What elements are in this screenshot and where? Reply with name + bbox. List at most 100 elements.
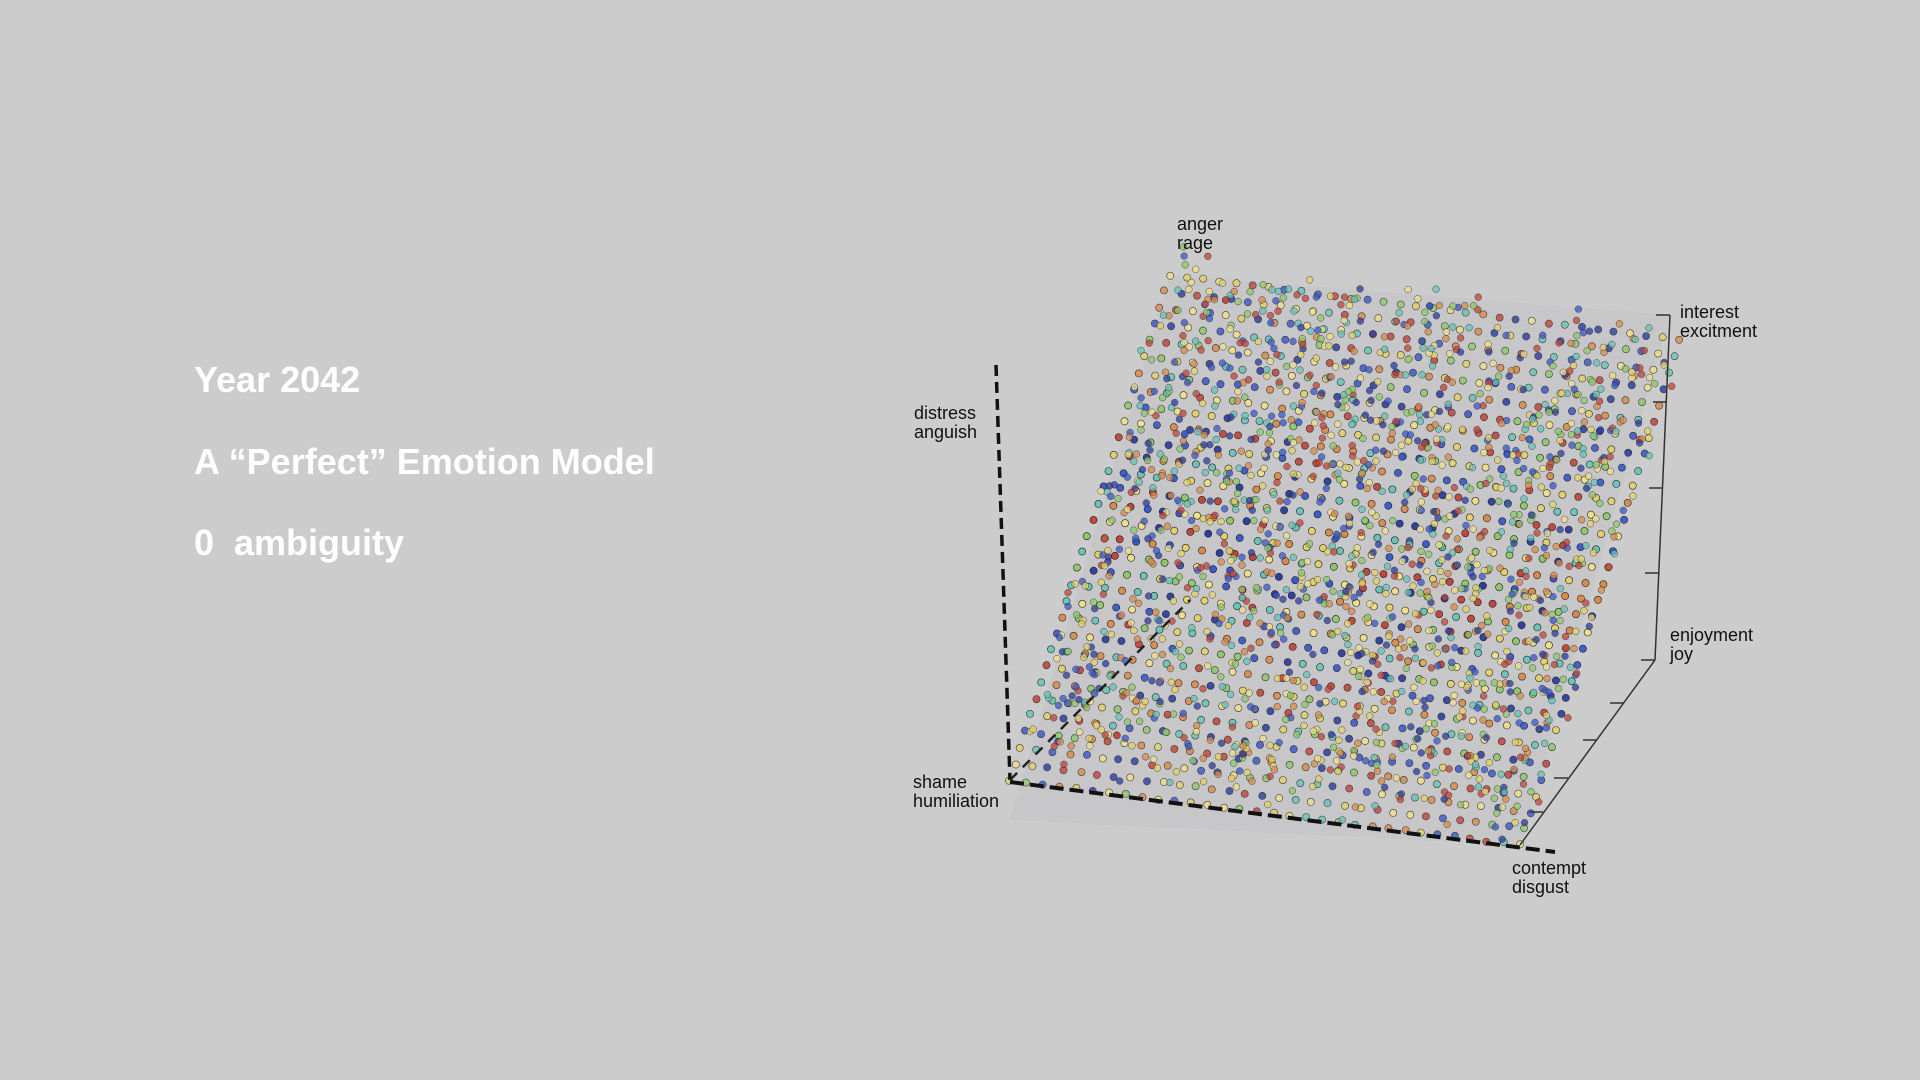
emotion-point (1404, 344, 1412, 352)
emotion-point (1495, 313, 1504, 322)
emotion-point (1631, 335, 1639, 344)
emotion-point (1348, 420, 1356, 429)
emotion-point (1318, 389, 1326, 397)
emotion-point (1423, 587, 1431, 596)
emotion-point (1273, 350, 1281, 359)
emotion-point (1301, 700, 1309, 709)
emotion-point (1453, 561, 1461, 569)
emotion-point (1469, 573, 1477, 581)
emotion-point (1400, 505, 1409, 513)
emotion-point (1411, 654, 1419, 662)
emotion-point (1170, 467, 1179, 475)
emotion-point (1391, 448, 1400, 457)
emotion-point (1475, 775, 1484, 783)
emotion-point (1565, 576, 1573, 585)
emotion-point (1323, 799, 1332, 807)
emotion-point (1206, 518, 1214, 526)
emotion-point (1449, 302, 1457, 310)
emotion-point (1471, 547, 1480, 556)
emotion-point (1260, 464, 1268, 472)
emotion-point (1160, 286, 1168, 295)
emotion-point (1461, 308, 1470, 317)
emotion-point (1545, 463, 1554, 472)
emotion-point (1179, 409, 1187, 417)
emotion-point (1491, 431, 1500, 440)
emotion-point (1210, 386, 1219, 394)
emotion-point (1192, 265, 1200, 273)
emotion-point (1390, 566, 1399, 574)
emotion-point (1558, 389, 1566, 397)
emotion-point (1466, 784, 1475, 793)
emotion-point (1058, 664, 1066, 673)
emotion-point (1402, 491, 1411, 499)
emotion-point (1283, 498, 1291, 506)
emotion-point (1345, 519, 1354, 528)
emotion-point (1356, 481, 1365, 490)
emotion-point (1234, 388, 1242, 396)
emotion-point (1047, 645, 1055, 654)
emotion-point (1417, 506, 1425, 515)
emotion-point (1122, 689, 1131, 697)
emotion-point (1546, 453, 1554, 461)
emotion-point (1495, 583, 1504, 592)
emotion-point (1312, 293, 1321, 301)
emotion-point (1215, 549, 1224, 557)
emotion-point (1508, 433, 1516, 442)
emotion-point (1636, 364, 1644, 372)
emotion-point (1144, 617, 1152, 625)
emotion-point (1397, 635, 1405, 643)
emotion-point (1159, 311, 1168, 319)
emotion-point (1227, 413, 1235, 421)
emotion-point (1511, 315, 1520, 324)
emotion-point (1462, 521, 1470, 530)
emotion-point (1064, 647, 1072, 656)
emotion-point (1197, 766, 1205, 775)
emotion-point (1150, 641, 1159, 649)
emotion-point (1446, 680, 1455, 688)
emotion-point (1226, 325, 1234, 333)
emotion-point (1179, 709, 1187, 718)
emotion-point (1353, 702, 1362, 711)
emotion-point (1259, 482, 1267, 490)
emotion-point (1336, 749, 1344, 758)
emotion-point (1606, 395, 1615, 404)
emotion-point (1361, 411, 1369, 419)
emotion-point (1266, 385, 1274, 394)
emotion-point (1290, 307, 1298, 315)
emotion-point (1093, 771, 1101, 779)
emotion-point (1172, 429, 1180, 437)
emotion-point (1183, 273, 1192, 282)
emotion-point (1123, 718, 1132, 726)
emotion-point (1305, 276, 1314, 284)
emotion-point (1621, 396, 1630, 405)
emotion-point (1462, 359, 1471, 368)
emotion-point (1205, 314, 1214, 323)
emotion-point (1181, 261, 1189, 269)
emotion-point (1578, 374, 1587, 383)
emotion-point (1228, 749, 1237, 757)
emotion-point (1375, 585, 1384, 594)
emotion-point (1497, 528, 1506, 536)
emotion-point (1250, 383, 1259, 391)
emotion-point (1152, 710, 1160, 719)
emotion-point (1526, 603, 1534, 612)
emotion-point (1072, 665, 1080, 673)
emotion-point (1594, 595, 1602, 604)
emotion-point (1397, 402, 1406, 411)
emotion-point (1366, 712, 1374, 720)
emotion-point (1105, 572, 1113, 580)
emotion-point (1572, 627, 1580, 635)
emotion-point (1090, 650, 1098, 658)
emotion-point (1378, 487, 1386, 495)
emotion-point (1060, 760, 1068, 768)
emotion-point (1320, 646, 1329, 655)
emotion-point (1124, 547, 1133, 555)
emotion-point (1624, 448, 1633, 457)
emotion-point (1263, 506, 1271, 514)
emotion-point (1323, 548, 1332, 556)
emotion-point (1502, 795, 1510, 803)
emotion-point (1443, 820, 1451, 829)
emotion-point (1340, 316, 1348, 325)
emotion-point (1382, 590, 1390, 598)
